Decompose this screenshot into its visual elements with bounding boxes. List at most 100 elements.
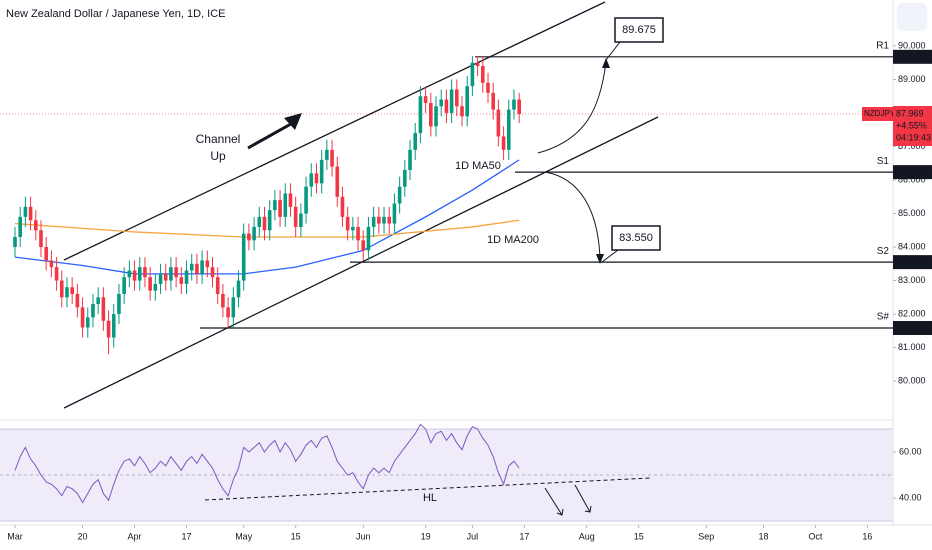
candle-body xyxy=(18,216,22,237)
candle-body xyxy=(278,200,282,217)
candle-body xyxy=(455,89,459,107)
candle-body xyxy=(127,270,132,278)
candle-body xyxy=(106,320,111,338)
y-tick-label: 83.000 xyxy=(898,275,926,285)
level-price-label: 89.675 xyxy=(896,51,924,61)
candle-body xyxy=(506,109,511,150)
candle-body xyxy=(221,293,225,308)
candle-body xyxy=(309,173,314,187)
candle-body xyxy=(179,277,184,284)
candle-body xyxy=(371,216,376,227)
candle-body xyxy=(91,304,95,318)
candle-body xyxy=(80,307,85,328)
y-tick-label: 85.000 xyxy=(898,208,926,218)
annotation: Up xyxy=(210,149,226,163)
y-tick-label: 89.000 xyxy=(898,74,926,84)
candle-body xyxy=(397,186,402,204)
y-tick-label: 81.000 xyxy=(898,342,926,352)
candle-body xyxy=(205,260,210,268)
menu-button[interactable] xyxy=(897,3,927,31)
candle-body xyxy=(174,267,178,278)
candle-body xyxy=(314,173,319,184)
x-tick-label: 19 xyxy=(421,531,431,541)
candle-body xyxy=(122,277,126,294)
candle-body xyxy=(226,307,230,318)
x-tick-label: 15 xyxy=(634,531,644,541)
x-tick-label: Jun xyxy=(356,531,371,541)
price-change: +4.55% xyxy=(896,120,927,130)
candle-body xyxy=(96,297,100,305)
callout-text: 83.550 xyxy=(619,232,653,244)
candle-body xyxy=(413,133,418,150)
candle-body xyxy=(319,159,324,184)
channel-upper xyxy=(63,1,606,261)
callout-box xyxy=(611,225,661,251)
candle-body xyxy=(403,169,407,187)
candle-body xyxy=(39,230,43,248)
candle-body xyxy=(392,203,397,224)
callout-text: 89.675 xyxy=(622,24,656,36)
candle-body xyxy=(236,280,241,298)
candle-body xyxy=(101,297,106,321)
candle-body xyxy=(65,287,69,298)
hl-line xyxy=(204,477,651,501)
countdown: 04:19:43 xyxy=(896,132,931,142)
x-tick-label: 15 xyxy=(291,531,301,541)
candle-body xyxy=(111,314,116,338)
candle-body xyxy=(241,233,246,281)
x-tick-label: Apr xyxy=(128,531,142,541)
symbol-label: NZDJPY xyxy=(864,109,896,118)
candle-body xyxy=(169,267,173,281)
candle-body xyxy=(257,216,262,227)
x-tick-label: Jul xyxy=(467,531,479,541)
candle-body xyxy=(184,270,189,284)
x-tick-label: Mar xyxy=(7,531,23,541)
candle-body xyxy=(59,280,64,298)
last-price-label: 87.969 xyxy=(896,108,924,118)
candle-body xyxy=(423,96,428,103)
level-price-box xyxy=(893,165,932,180)
candle-body xyxy=(480,66,485,83)
candle-body xyxy=(439,99,444,107)
level-price-box xyxy=(893,320,932,335)
x-tick-label: Oct xyxy=(808,531,823,541)
candle-body xyxy=(132,270,137,281)
candle-body xyxy=(501,136,506,150)
candle-body xyxy=(153,283,158,291)
callout-pointer xyxy=(601,249,619,263)
candle-body xyxy=(377,216,381,224)
level-name: S# xyxy=(877,312,890,323)
candle-body xyxy=(28,206,33,221)
candle-body xyxy=(304,186,308,214)
small-arrows xyxy=(544,484,592,516)
candle-body xyxy=(288,193,293,207)
y-tick-label: 86.000 xyxy=(898,174,926,184)
candle-body xyxy=(231,297,236,318)
candle-body xyxy=(449,89,454,113)
candle-body xyxy=(335,166,340,197)
candle-body xyxy=(54,267,59,281)
candle-body xyxy=(195,263,199,274)
callout-box xyxy=(614,17,664,43)
candle-body xyxy=(143,267,147,278)
annotation: HL xyxy=(423,492,437,504)
rsi-tick-label: 60.00 xyxy=(899,446,922,456)
rsi-tick-label: 40.00 xyxy=(899,492,922,502)
candle-body xyxy=(345,216,350,231)
candle-body xyxy=(512,99,516,110)
candle-body xyxy=(351,226,355,231)
candle-body xyxy=(262,216,267,231)
candle-body xyxy=(13,236,17,248)
level-name: S1 xyxy=(877,156,890,167)
candle-body xyxy=(361,240,366,251)
candle-body xyxy=(163,273,168,281)
candle-body xyxy=(366,226,371,251)
candle-body xyxy=(325,149,329,160)
rsi-line xyxy=(14,423,520,504)
candle-body xyxy=(460,106,464,117)
x-tick-label: 18 xyxy=(758,531,768,541)
x-tick-label: 20 xyxy=(78,531,88,541)
candle-body xyxy=(252,226,256,241)
candle-body xyxy=(247,233,251,241)
level-name: S2 xyxy=(877,246,890,257)
